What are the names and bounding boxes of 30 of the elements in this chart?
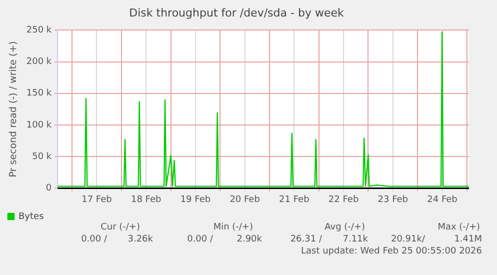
text: Last update: Wed Feb 25 00:55:00 2026 (301, 246, 482, 256)
y-tick-label: 250 k (26, 26, 52, 36)
y-tick-label: 50 k (32, 152, 52, 162)
x-tick-label: 19 Feb (180, 194, 211, 205)
y-tick-label: 150 k (26, 88, 52, 99)
text: 26.31 / (290, 234, 323, 244)
text: Avg (-/+) (324, 222, 365, 232)
text: 7.11k (342, 234, 369, 244)
text: 1.41M (454, 234, 482, 244)
x-tick-label: 17 Feb (82, 194, 112, 205)
text: 20.91k/ (390, 234, 426, 244)
chart-title: Disk throughput for /dev/sda - by week (129, 6, 344, 20)
x-tick-label: 24 Feb (427, 194, 458, 205)
text: Min (-/+) (213, 222, 253, 232)
text: 0.00 / (81, 234, 108, 244)
text: 2.90k (236, 234, 263, 244)
x-tick-label: 20 Feb (230, 194, 260, 205)
x-tick-label: 23 Feb (378, 194, 408, 205)
legend-label: Bytes (18, 212, 44, 222)
text: Cur (-/+) (100, 222, 140, 232)
y-tick-label: 200 k (26, 57, 52, 68)
y-tick-label: 0 (46, 184, 52, 194)
text: Max (-/+) (438, 222, 480, 232)
text: 3.26k (128, 234, 154, 244)
x-tick-label: 22 Feb (328, 194, 359, 205)
x-tick-label: 21 Feb (279, 194, 310, 205)
y-tick-label: 100 k (26, 120, 52, 130)
x-tick-label: 18 Feb (130, 194, 162, 205)
y-axis-title: Pr second read (-) / write (+) (8, 41, 20, 178)
text: 0.00 / (187, 234, 214, 244)
